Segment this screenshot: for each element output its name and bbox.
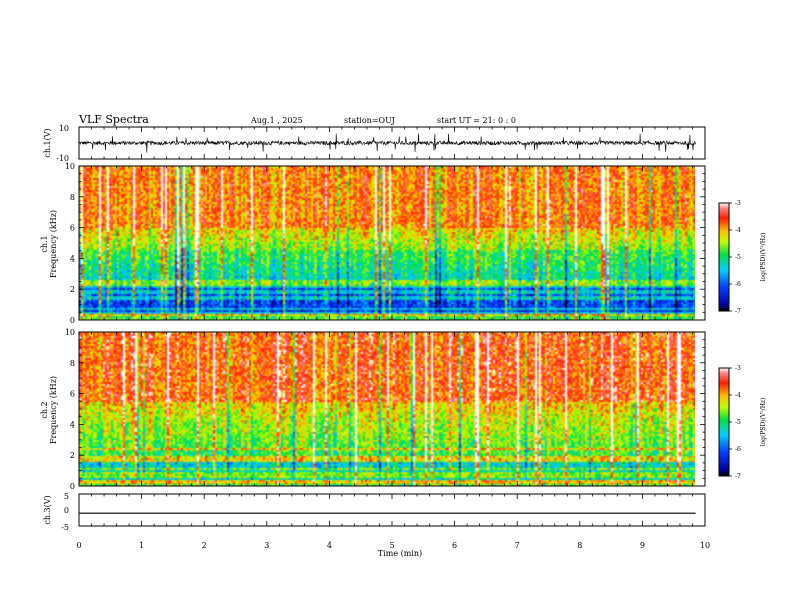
- ch1-spec-ylabel-channel: ch.1: [40, 235, 49, 252]
- ch3-ytick-mid: 0: [64, 506, 69, 515]
- frequency-tick-label: 8: [70, 193, 75, 202]
- frequency-tick-label: 8: [70, 359, 75, 368]
- colorbar-tick-label: -4: [735, 392, 741, 399]
- ch1-colorbar-ticks: -3 -4 -5 -6 -7: [729, 200, 741, 315]
- frequency-tick-label: 10: [65, 162, 75, 171]
- ch3-ytick-bottom: -5: [61, 523, 69, 532]
- date-label: Aug.1 , 2025: [250, 116, 303, 125]
- time-tick-labels: 0 1 2 3 4 5 6 7 8 9 10: [76, 541, 710, 550]
- ch1-trace: [78, 133, 696, 153]
- ch3-ylabel: ch.3(V): [43, 495, 52, 524]
- ch2-frequency-ticks: 0 2 4 6 8 10: [65, 328, 705, 491]
- ch2-colorbar-gradient: [719, 368, 729, 476]
- time-tick-label: 5: [389, 541, 394, 550]
- ch1-colorbar-gradient: [719, 203, 729, 311]
- ch1-colorbar-label: log(PSD)(V²/Hz): [760, 233, 767, 282]
- ch2-spec-time-ticks: [78, 332, 706, 486]
- colorbar-tick-label: -4: [735, 227, 741, 234]
- time-tick-label: 6: [452, 541, 457, 550]
- ch2-colorbar-ticks: -3 -4 -5 -6 -7: [729, 365, 741, 480]
- start-ut-label: start UT = 21: 0 : 0: [437, 116, 516, 125]
- ch1-colorbar: -3 -4 -5 -6 -7 log(PSD)(V²/Hz): [718, 200, 767, 315]
- colorbar-tick-label: -5: [735, 254, 741, 261]
- frequency-tick-label: 0: [70, 316, 75, 325]
- ch1-spectrogram-panel: 0 2 4 6 8 10 ch.1 Frequency (kHz): [40, 162, 706, 325]
- colorbar-tick-label: -3: [735, 365, 741, 372]
- ch2-spec-ylabel-channel: ch.2: [40, 401, 49, 418]
- ch2-colorbar: -3 -4 -5 -6 -7 log(PSD)(V²/Hz): [718, 365, 767, 480]
- time-tick-label: 7: [515, 541, 520, 550]
- frequency-tick-label: 4: [70, 420, 75, 429]
- ch1-ytick-top: 10: [59, 124, 69, 133]
- ch3-time-ticks: [78, 494, 706, 526]
- colorbar-tick-label: -6: [735, 446, 741, 453]
- frequency-tick-label: 6: [70, 390, 75, 399]
- frequency-tick-label: 2: [70, 285, 75, 294]
- colorbar-tick-label: -7: [735, 308, 741, 315]
- station-label: station=OUJ: [344, 116, 395, 125]
- colorbar-tick-label: -6: [735, 281, 741, 288]
- ch1-ylabel: ch.1(V): [43, 128, 52, 157]
- time-tick-label: 2: [202, 541, 207, 550]
- time-tick-label: 1: [139, 541, 144, 550]
- x-axis-label: Time (min): [378, 549, 422, 558]
- ch2-spec-ylabel-frequency: Frequency (kHz): [49, 376, 58, 444]
- colorbar-tick-label: -3: [735, 200, 741, 207]
- ch2-spectrogram-image: [79, 332, 695, 486]
- time-tick-label: 8: [577, 541, 582, 550]
- ch2-colorbar-label: log(PSD)(V²/Hz): [760, 398, 767, 447]
- ch1-spec-time-ticks: [78, 166, 706, 320]
- frequency-tick-label: 6: [70, 224, 75, 233]
- time-tick-label: 9: [640, 541, 645, 550]
- ch1-spectrogram-image: [79, 166, 695, 320]
- frequency-tick-label: 0: [70, 482, 75, 491]
- time-tick-label: 0: [76, 541, 81, 550]
- ch1-ytick-bottom: -10: [56, 154, 69, 163]
- colorbar-tick-label: -7: [735, 473, 741, 480]
- ch1-time-ticks: [78, 127, 706, 159]
- time-tick-label: 3: [264, 541, 269, 550]
- ch1-waveform-panel: 10 -10 ch.1(V): [43, 124, 706, 163]
- frequency-tick-label: 10: [65, 328, 75, 337]
- frequency-tick-label: 4: [70, 254, 75, 263]
- ch3-waveform-panel: 5 0 -5 ch.3(V) 0 1 2 3 4 5 6 7 8 9 10 Time (min): [43, 492, 710, 558]
- time-tick-label: 4: [327, 541, 332, 550]
- figure-title: VLF Spectra: [78, 113, 149, 126]
- ch1-spec-ylabel-frequency: Frequency (kHz): [49, 210, 58, 278]
- time-tick-label: 10: [700, 541, 710, 550]
- ch3-ytick-top: 5: [64, 492, 69, 501]
- frequency-tick-label: 2: [70, 451, 75, 460]
- ch1-frequency-ticks: 0 2 4 6 8 10: [65, 162, 705, 325]
- colorbar-tick-label: -5: [735, 419, 741, 426]
- ch2-spectrogram-panel: 0 2 4 6 8 10 ch.2 Frequency (kHz): [40, 328, 706, 491]
